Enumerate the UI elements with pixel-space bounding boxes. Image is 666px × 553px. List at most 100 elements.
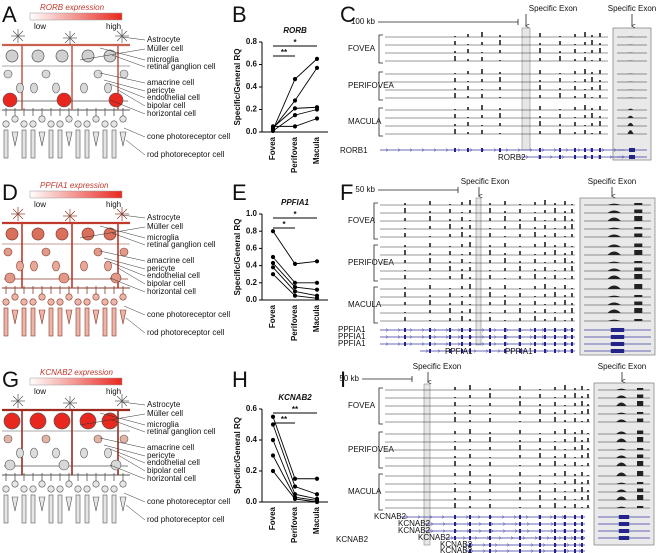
coverage-peak — [554, 488, 556, 492]
gene-exon — [469, 515, 471, 519]
data-point — [292, 98, 298, 103]
coverage-peak — [571, 204, 573, 205]
strand-arrow — [613, 148, 617, 152]
gene-exon — [519, 342, 521, 346]
zoom-exon — [610, 349, 625, 353]
strand-arrow — [517, 148, 521, 152]
gene-exon — [534, 342, 536, 346]
cell-label: Astrocyte — [147, 400, 181, 409]
leader-line — [123, 492, 146, 503]
strand-arrow — [493, 342, 497, 346]
coverage-peak — [584, 125, 586, 126]
gene-name: RORB — [40, 3, 64, 12]
coverage-peak — [539, 33, 541, 37]
coverage-peak — [599, 116, 601, 118]
coverage-peak — [574, 71, 576, 74]
strand-arrow — [506, 549, 510, 553]
gene-exon — [449, 349, 451, 353]
strand-arrow — [469, 148, 473, 152]
coverage-peak — [564, 464, 566, 466]
coverage-peak — [584, 42, 586, 45]
astrocyte-arm — [64, 210, 71, 217]
data-point — [292, 496, 298, 501]
astrocyte-arm — [64, 32, 71, 39]
strand-arrow — [522, 536, 526, 540]
amacrine-cell — [3, 434, 13, 444]
strand-arrow — [457, 342, 461, 346]
gene-exon — [564, 515, 566, 519]
coverage-peak — [489, 413, 491, 414]
gene-exon — [539, 549, 541, 553]
coverage-peak — [489, 418, 491, 422]
leader-line — [123, 127, 146, 138]
leader-line — [99, 412, 146, 426]
expression-title: RORB expression — [40, 3, 105, 12]
zoom-peak-2 — [634, 308, 643, 313]
astrocyte-arm — [116, 30, 123, 37]
group-label: PERIFOVEA — [348, 258, 394, 267]
gene-exon — [534, 349, 536, 353]
coverage-peak — [489, 393, 491, 398]
y-tick-label: 0.6 — [246, 404, 258, 413]
astrocyte-arm — [116, 208, 123, 215]
zoom-peak — [627, 122, 634, 126]
coverage-peak — [461, 301, 463, 305]
gene-exon — [449, 335, 451, 339]
coverage-peak — [591, 97, 593, 98]
strand-arrow — [457, 328, 461, 332]
strand-arrow — [409, 328, 413, 332]
gene-exon — [461, 349, 463, 353]
coverage-peak — [489, 312, 491, 313]
coverage-peak — [559, 93, 561, 98]
astrocyte-arm — [64, 397, 71, 404]
coverage-peak — [599, 80, 601, 82]
astrocyte-arm — [12, 400, 19, 407]
coverage-peak — [544, 267, 546, 271]
photoreceptor-nucleus — [65, 293, 73, 301]
coverage-peak — [429, 211, 431, 213]
cell-label: retinal ganglion cell — [147, 240, 216, 249]
scale-high: high — [106, 200, 121, 209]
coverage-peak — [454, 473, 456, 476]
astrocyte-arm — [17, 395, 24, 402]
coverage-peak — [404, 203, 406, 205]
coverage-peak — [554, 317, 556, 321]
zoom-peak-2 — [637, 394, 644, 398]
coverage-peak — [454, 446, 456, 450]
zoom-peak — [616, 506, 627, 508]
gene-exon — [564, 342, 566, 346]
coverage-peak — [467, 59, 469, 61]
y-tick-label: 0.4 — [246, 261, 258, 270]
strand-arrow — [405, 515, 409, 519]
strand-arrow — [570, 536, 574, 540]
color-scale — [29, 377, 123, 386]
coverage-peak — [467, 96, 469, 98]
leader-line — [125, 317, 146, 334]
coverage-peak — [489, 208, 491, 213]
coverage-peak — [469, 210, 471, 213]
leader-line — [121, 401, 146, 406]
gene-exon — [469, 536, 471, 540]
coverage-peak — [554, 446, 556, 450]
coverage-peak — [467, 122, 469, 126]
zoom-peak-2 — [637, 488, 644, 492]
photoreceptor-nucleus — [38, 293, 46, 301]
zoom-peak — [616, 455, 627, 458]
y-tick-label: 0.0 — [246, 295, 258, 304]
coverage-peak — [481, 69, 483, 74]
cone-segment — [119, 496, 127, 512]
data-point — [314, 296, 320, 301]
coverage-peak — [489, 292, 491, 297]
data-point — [270, 453, 276, 458]
cell-label: cone photoreceptor cell — [147, 310, 230, 319]
coverage-peak — [461, 259, 463, 263]
zoom-peak — [616, 395, 627, 398]
coverage-peak — [467, 132, 469, 134]
coverage-peak — [539, 409, 541, 414]
zoom-peak-2 — [637, 430, 644, 434]
coverage-peak — [469, 395, 471, 398]
coverage-peak — [469, 220, 471, 221]
y-tick-label: 0.6 — [246, 60, 258, 69]
coverage-peak — [481, 105, 483, 110]
coverage-peak — [519, 276, 521, 279]
